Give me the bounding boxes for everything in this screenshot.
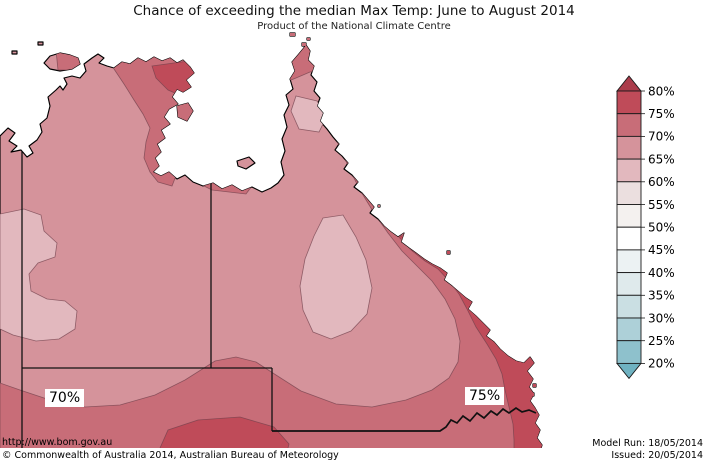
legend-segment [616,226,642,251]
page-subtitle: Product of the National Climate Centre [257,21,451,32]
contour-label-70: 70% [45,389,85,407]
state-borders [21,118,537,448]
legend-tick-label: 35% [648,289,675,303]
bom-url-text: http://www.bom.gov.au [2,437,113,448]
legend-segment [616,135,642,160]
legend-segment [616,272,642,296]
legend-colorbar: 80% 75% 70% 65% 60% 55% 50% 45% 40% 35% 30% 25% 20% [614,74,708,394]
legend-tick-label: 80% [648,84,675,98]
legend-tick-label: 45% [648,243,675,257]
legend-tick-label: 75% [648,107,675,121]
legend-segment [616,340,642,364]
band-60-65-west-interior [0,208,78,342]
legend-tick-label: 50% [648,221,675,235]
copyright-text: © Commonwealth of Australia 2014, Austra… [2,450,339,461]
contour-label-75: 75% [465,387,505,405]
legend-tick-label: 40% [648,266,675,280]
legend-tick-label: 55% [648,198,675,212]
legend-segment [616,181,642,205]
issued-text: Issued: 20/05/2014 [611,450,703,461]
legend-segment [616,113,642,137]
legend-tick-label: 70% [648,130,675,144]
legend-segment [616,90,642,115]
legend-tick-label: 65% [648,152,675,166]
legend-tick-label: 20% [648,357,675,371]
band-75-80-south-inland [159,416,290,448]
legend-segment [616,294,642,319]
legend-arrow-bottom [616,362,642,380]
legend-segment [616,158,642,183]
page-title: Chance of exceeding the median Max Temp:… [133,3,575,19]
legend-tick-label: 25% [648,334,675,348]
legend-arrow-top [616,75,642,92]
legend-segment [616,317,642,342]
model-run-text: Model Run: 18/05/2014 [592,438,703,449]
border-qld-nsw [272,406,537,432]
band-60-65-central-qld [299,214,373,340]
legend-tick-label: 30% [648,311,675,325]
footer-background [0,449,708,464]
legend-svg: 80% 75% 70% 65% 60% 55% 50% 45% 40% 35% 30% 25% 20% [616,75,675,380]
legend-segment [616,204,642,228]
band-70-75-cape-tip [281,33,323,83]
legend-segment [616,249,642,274]
legend-tick-label: 60% [648,175,675,189]
